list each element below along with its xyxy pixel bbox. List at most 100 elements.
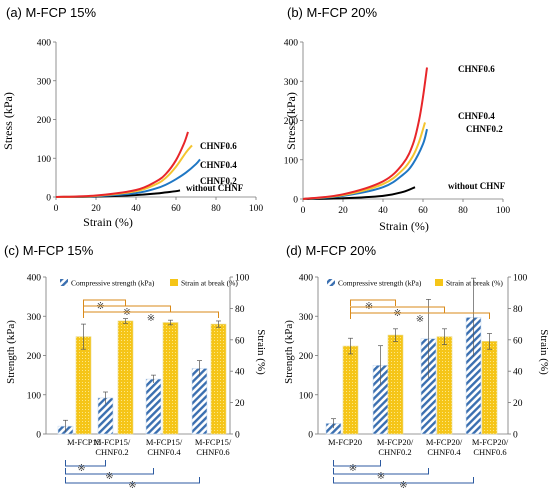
x-tick-label: 40 [131, 204, 141, 214]
panel-d: (d) M-FCP 20% Strength (kPa) Strain (%) … [283, 243, 550, 491]
category-labels: M-FCP20 M-FCP20/CHNF0.2M-FCP20/CHNF0.4M-F… [328, 437, 509, 457]
significance-mark: ※ [147, 313, 155, 324]
y2-tick-label: 20 [513, 399, 523, 409]
significance-brackets-bottom: ※ ※ ※ [333, 460, 474, 491]
significance-brackets-top: ※※※ [83, 299, 219, 324]
y-tick-label: 100 [27, 391, 42, 401]
significance-bracket [65, 460, 106, 467]
y-tick-labels: 0 100 200 300 400 [299, 274, 314, 441]
bars [57, 318, 227, 435]
category-label: M-FCP20 [328, 437, 362, 447]
category-label: M-FCP15/ [94, 437, 131, 447]
x-axis-label: Strain (%) [83, 215, 133, 229]
bar-strain [481, 341, 498, 435]
series-line-chnf0-6 [55, 131, 189, 198]
y-tick-label: 100 [37, 155, 52, 165]
y2-tick-labels: 0 20 40 60 80 100 [235, 274, 250, 441]
x-tick-label: 60 [418, 206, 428, 216]
y-tick-label: 200 [284, 117, 299, 127]
y-tick-label: 100 [299, 391, 314, 401]
y-tick-labels: 0 100 200 300 400 [27, 274, 42, 441]
significance-bracket [83, 299, 126, 306]
x-tick-labels: 0 20 40 60 80 100 [301, 206, 511, 216]
y-axis-label: Stress (kPa) [1, 92, 15, 150]
significance-bracket [65, 468, 154, 475]
y2-tick-label: 80 [235, 305, 245, 315]
significance-bracket [350, 312, 490, 319]
category-label: M-FCP15/ [146, 437, 183, 447]
x-tick-label: 20 [338, 206, 348, 216]
series-lines [55, 131, 201, 198]
bar-strain [162, 322, 179, 435]
series-label-chnf06: CHNF0.6 [200, 141, 237, 151]
significance-mark: ※ [399, 480, 407, 491]
bar-strain [210, 323, 227, 435]
y-tick-label: 100 [284, 156, 299, 166]
x-tick-labels: 0 20 40 60 80 100 [54, 204, 264, 214]
significance-mark: ※ [128, 480, 136, 491]
category-label: CHNF0.4 [147, 447, 181, 457]
significance-bracket [333, 477, 474, 484]
y2-axis-label: Strain (%) [255, 329, 267, 375]
y-tick-label: 400 [37, 39, 52, 49]
panel-a: (a) M-FCP 15% Strain (%) Stress (kPa) 0 1… [1, 5, 263, 229]
series-labels: CHNF0.6 CHNF0.4 CHNF0.2 without CHNF [186, 141, 244, 193]
significance-bracket [350, 299, 396, 306]
panel-c: (c) M-FCP 15% Strength (kPa) Strain (%) … [4, 243, 267, 491]
y-tick-label: 300 [284, 78, 299, 88]
y-tick-label: 400 [299, 274, 314, 284]
y2-tick-label: 40 [235, 368, 245, 378]
y2-tick-label: 20 [235, 399, 245, 409]
y-tick-label: 200 [299, 352, 314, 362]
category-label: M-FCP20/ [426, 437, 463, 447]
series-line-chnf0-4 [302, 122, 426, 200]
y-tick-label: 200 [37, 116, 52, 126]
significance-mark: ※ [377, 471, 385, 482]
significance-brackets-bottom: ※ ※ ※ [65, 460, 200, 491]
bar-strain [75, 336, 92, 435]
category-label: M-FCP20/ [377, 437, 414, 447]
y-tick-label: 0 [308, 431, 313, 441]
y-tick-label: 300 [37, 77, 52, 87]
significance-bracket [83, 311, 219, 318]
category-label: M-FCP20/ [472, 437, 509, 447]
y2-tick-labels: 0 20 40 60 80 100 [513, 274, 528, 441]
legend-swatch-strain [435, 279, 443, 286]
y-tick-label: 0 [293, 196, 298, 206]
bars [325, 277, 498, 435]
series-labels: CHNF0.6 CHNF0.4 CHNF0.2 without CHNF [448, 64, 506, 191]
y2-tick-label: 100 [513, 274, 528, 284]
legend-swatch-strength [60, 279, 68, 286]
legend: Compressive strength (kPa) Strain at bre… [327, 279, 503, 288]
series-label-chnf02: CHNF0.2 [200, 176, 237, 186]
series-label-chnf04: CHNF0.4 [458, 111, 495, 121]
category-label: CHNF0.6 [196, 447, 229, 457]
category-label: CHNF0.6 [473, 447, 506, 457]
y-tick-label: 400 [284, 39, 299, 49]
bar-strain [436, 336, 453, 435]
series-label-chnf06: CHNF0.6 [458, 64, 495, 74]
x-tick-label: 100 [496, 206, 511, 216]
y-tick-label: 0 [36, 431, 41, 441]
significance-mark: ※ [416, 314, 424, 325]
y-tick-labels: 0 100 200 300 400 [284, 39, 299, 206]
y2-tick-label: 60 [513, 336, 523, 346]
x-tick-label: 100 [249, 204, 264, 214]
significance-bracket [333, 460, 381, 467]
y2-tick-label: 0 [235, 431, 240, 441]
x-tick-label: 80 [211, 204, 221, 214]
y-axis-label: Strength (kPa) [5, 320, 17, 384]
y-tick-labels: 0 100 200 300 400 [37, 39, 52, 204]
legend-label-strain: Strain at break (%) [181, 279, 238, 288]
legend-swatch-strength [327, 279, 335, 286]
y-tick-label: 300 [27, 313, 42, 323]
significance-mark: ※ [349, 463, 357, 474]
significance-mark: ※ [105, 471, 113, 482]
series-line-without-chnf [302, 186, 416, 200]
series-line-chnf0-6 [302, 67, 428, 200]
bar-strain [387, 334, 404, 435]
y-axis-label: Strength (kPa) [283, 320, 295, 384]
y2-tick-label: 100 [235, 274, 250, 284]
significance-brackets-top: ※※※ [350, 299, 490, 325]
